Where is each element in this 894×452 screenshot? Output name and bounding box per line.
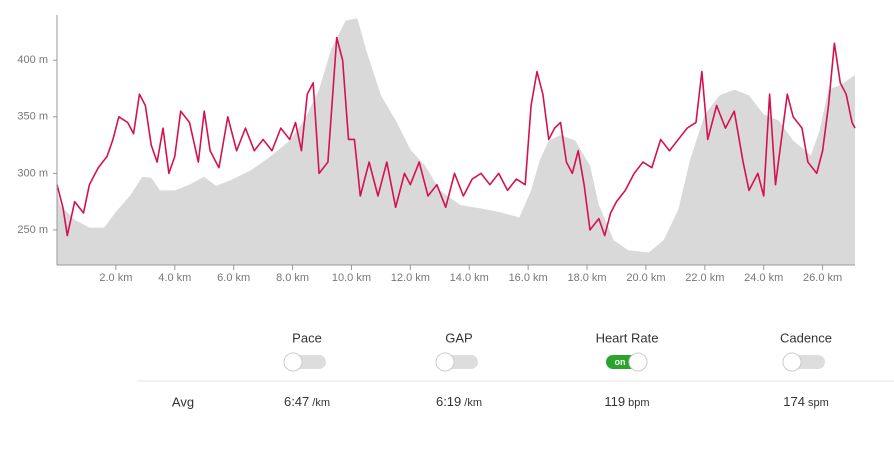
avg-value: 6:47 [284, 394, 309, 409]
toggle[interactable]: on [606, 352, 648, 372]
x-tick-label: 24.0 km [744, 272, 783, 284]
toggle[interactable] [435, 352, 478, 372]
toggle-knob[interactable] [782, 352, 802, 372]
metric-avg: 174 spm [783, 394, 828, 409]
toggle-knob[interactable] [283, 352, 303, 372]
avg-value: 119 [604, 394, 625, 409]
y-tick-label: 400 m [17, 54, 48, 66]
metric-avg: 6:47/km [284, 394, 330, 409]
x-tick-label: 14.0 km [450, 272, 489, 284]
x-tick-label: 4.0 km [158, 272, 191, 284]
metric-avg: 119 bpm [604, 394, 649, 409]
metric-name: Cadence [780, 330, 832, 345]
avg-value: 6:19 [436, 394, 461, 409]
row-label: Avg [172, 394, 194, 409]
x-tick-label: 22.0 km [685, 272, 724, 284]
metric-name: GAP [445, 330, 472, 345]
x-tick-label: 18.0 km [567, 272, 606, 284]
avg-unit: spm [808, 397, 829, 409]
avg-value: 174 [783, 394, 805, 409]
x-tick-label: 20.0 km [626, 272, 665, 284]
x-tick-label: 12.0 km [391, 272, 430, 284]
y-tick-label: 350 m [17, 111, 48, 123]
x-tick-label: 26.0 km [803, 272, 842, 284]
metric-name: Pace [292, 330, 322, 345]
avg-unit: /km [312, 397, 330, 409]
toggle[interactable] [782, 352, 825, 372]
toggle-knob[interactable] [628, 352, 648, 372]
y-tick-label: 250 m [17, 224, 48, 236]
toggle[interactable] [283, 352, 326, 372]
avg-unit: /km [464, 397, 482, 409]
x-tick-label: 2.0 km [99, 272, 132, 284]
avg-unit: bpm [628, 397, 649, 409]
x-tick-label: 16.0 km [509, 272, 548, 284]
x-tick-label: 10.0 km [332, 272, 371, 284]
metric-name: Heart Rate [596, 330, 659, 345]
elevation-area [57, 18, 855, 266]
toggle-label[interactable]: on [615, 357, 626, 367]
y-tick-label: 300 m [17, 167, 48, 179]
x-tick-label: 8.0 km [276, 272, 309, 284]
heart-rate-line [56, 36, 856, 237]
metric-avg: 6:19/km [436, 394, 482, 409]
x-tick-label: 6.0 km [217, 272, 250, 284]
toggle-knob[interactable] [435, 352, 455, 372]
